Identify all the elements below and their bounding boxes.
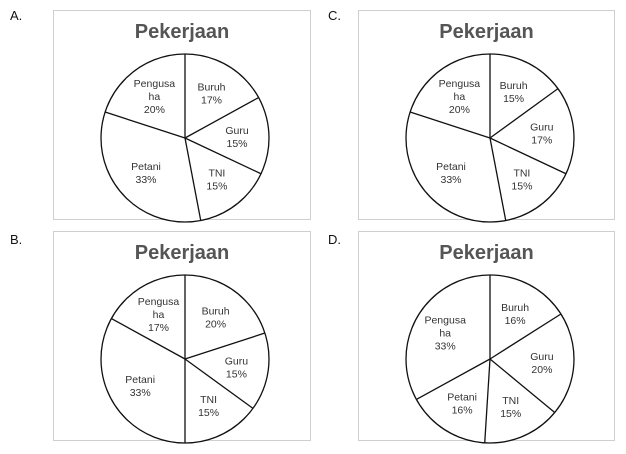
chart-title: Pekerjaan	[439, 242, 534, 264]
pie-slice-label: Petani 33%	[125, 374, 155, 399]
pie-chart-b: Buruh 20% Guru 15% TNI 15% Petani 33% Pengusa ha 1…	[100, 274, 270, 444]
pie-slice-label: Pengusa ha 33%	[424, 315, 466, 353]
pie-slice-divider	[184, 137, 202, 221]
pie-slice-divider	[416, 358, 491, 401]
pie-chart-panel-a: Pekerjaan Buruh 17% Guru 15% TNI 15% Petani 33%…	[53, 10, 311, 223]
pie-slice-label: Buruh 15%	[500, 80, 528, 105]
option-letter-a: A.	[10, 8, 23, 23]
chart-title: Pekerjaan	[134, 242, 230, 264]
pie-slice-divider	[184, 358, 254, 409]
pie-slice-label: Pengusa ha 20%	[439, 78, 481, 116]
pie-slice-label: Petani 16%	[447, 391, 477, 416]
pie-slice-label: Buruh 16%	[501, 302, 529, 327]
pie-slice-divider	[104, 111, 186, 139]
pie-slice-label: Pengusa ha 20%	[134, 78, 176, 116]
pie-slice-label: Guru 17%	[530, 122, 554, 147]
pie-slice-label: TNI 15%	[206, 168, 227, 193]
pie-slice-label: Petani 33%	[131, 161, 161, 186]
pie-slice-divider	[489, 137, 507, 221]
pie-slice-divider	[489, 88, 559, 139]
pie-slice-label: Buruh 17%	[197, 82, 225, 107]
chart-title: Pekerjaan	[134, 21, 230, 43]
option-letter-c: C.	[328, 8, 341, 23]
pie-slice-divider	[409, 111, 491, 139]
pie-slice-label: Petani 33%	[436, 161, 466, 186]
option-letter-b: B.	[10, 232, 23, 247]
pie-chart-panel-c: Pekerjaan Buruh 15% Guru 17% TNI 15% Petani 33%…	[358, 10, 615, 223]
pie-chart-panel-b: Pekerjaan Buruh 20% Guru 15% TNI 15% Petani 33%…	[53, 231, 311, 444]
pie-slice-label: TNI 15%	[500, 395, 521, 420]
option-letter-d: D.	[328, 232, 341, 247]
pie-slice-label: Pengusa ha 17%	[138, 296, 180, 334]
pie-slice-label: TNI 15%	[198, 394, 219, 419]
chart-title: Pekerjaan	[439, 21, 534, 43]
pie-slice-divider	[184, 137, 262, 175]
pie-slice-divider	[484, 358, 491, 443]
pie-slice-label: TNI 15%	[511, 168, 532, 193]
pie-slice-divider	[111, 317, 186, 360]
pie-slice-divider	[489, 358, 556, 414]
pie-chart-d: Buruh 16%Guru 20% TNI 15% Petani 16% Pengusa ha 3…	[405, 274, 575, 444]
pie-chart-c: Buruh 15%Guru 17% TNI 15% Petani 33% Pengusa ha 2…	[405, 53, 575, 223]
pie-slice-label: Guru 15%	[225, 356, 249, 381]
pie-chart-panel-d: Pekerjaan Buruh 16% Guru 20% TNI 15% Petani 16%…	[358, 231, 615, 444]
pie-slice-label: Buruh 20%	[202, 305, 230, 330]
pie-slice-divider	[489, 137, 567, 175]
pie-chart-a: Buruh 17%Guru 15% TNI 15% Petani 33% Pengusa ha 2…	[100, 53, 270, 223]
pie-slice-label: Guru 20%	[530, 351, 554, 376]
pie-slice-label: Guru 15%	[225, 125, 249, 150]
pie-slice-divider	[184, 96, 259, 139]
pie-slice-divider	[489, 313, 562, 360]
pie-slice-divider	[184, 332, 266, 360]
